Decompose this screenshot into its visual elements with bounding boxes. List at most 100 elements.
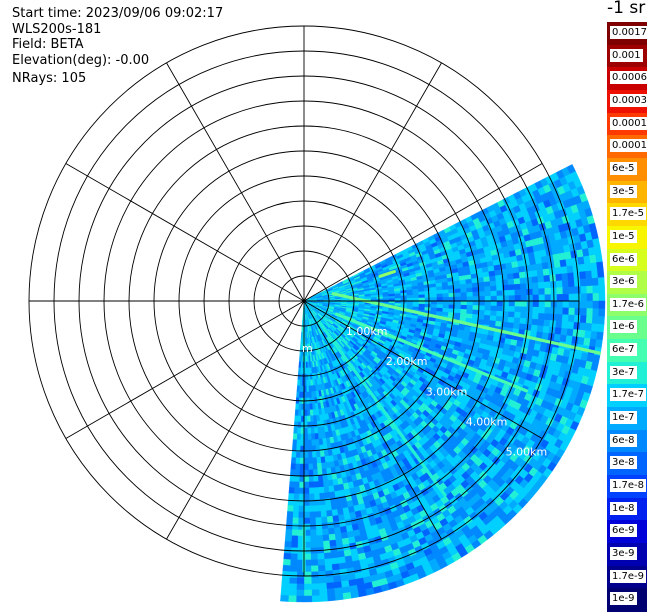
sector-cell [304, 452, 308, 458]
sector-cell [312, 596, 320, 602]
sector-cell [298, 368, 300, 374]
sector-cell [286, 529, 292, 535]
sector-cell [443, 305, 449, 309]
sector-cell [519, 324, 526, 330]
sector-cell [289, 487, 294, 493]
sector-cell [311, 578, 319, 584]
sector-cell [531, 270, 538, 277]
sector-cell [460, 280, 466, 285]
sector-cell [586, 316, 592, 324]
sector-cell [599, 285, 605, 293]
sector-cell [290, 572, 297, 578]
sector-cell [579, 323, 586, 331]
sector-cell [521, 289, 527, 295]
sector-cell [596, 262, 603, 270]
field-text: Field: BETA [12, 37, 83, 52]
sector-cell [431, 294, 437, 298]
sector-cell [306, 380, 308, 386]
sector-cell [597, 324, 604, 332]
sector-cell [515, 295, 521, 301]
colorbar-unit-label: -1 sr [607, 0, 645, 18]
sector-cell [298, 506, 304, 512]
sector-cell [297, 422, 300, 428]
sector-cell [413, 304, 419, 307]
sector-cell [296, 584, 304, 590]
sector-cell [295, 404, 298, 410]
sector-cell [383, 297, 389, 299]
sector-cell [285, 541, 292, 547]
sector-cell [293, 512, 299, 518]
sector-cell [472, 314, 478, 319]
sector-cell [513, 323, 520, 329]
sector-cell [557, 294, 563, 301]
sector-cell [299, 476, 304, 482]
sector-cell [304, 596, 312, 602]
sector-cell [321, 463, 326, 469]
colorbar-tick-label: 3e-9 [610, 547, 637, 560]
sector-cell [292, 524, 298, 530]
sector-cell [495, 275, 502, 281]
sector-cell [581, 308, 587, 316]
sector-cell [511, 261, 518, 268]
sector-cell [509, 295, 515, 301]
sector-cell [309, 488, 314, 494]
sector-cell [591, 270, 598, 278]
sector-cell [556, 321, 563, 328]
sector-cell [443, 308, 449, 312]
sector-cell [308, 452, 312, 458]
sector-cell [562, 315, 568, 322]
sector-cell [294, 482, 299, 488]
sector-cell [307, 404, 310, 410]
sector-cell [413, 292, 419, 295]
sector-cell [509, 301, 515, 307]
sector-cell [538, 319, 545, 326]
sector-cell [301, 428, 304, 434]
sector-cell [521, 301, 527, 307]
colorbar-tick-label: 6e-7 [610, 343, 637, 356]
sector-cell [287, 505, 293, 511]
sector-cell [544, 320, 551, 327]
range-ring-label: 2.00km [386, 355, 428, 368]
sector-cell [289, 584, 297, 590]
sector-cell [290, 469, 295, 475]
sector-cell [478, 287, 484, 292]
sector-cell [485, 306, 491, 311]
sector-cell [569, 294, 575, 301]
sector-cell [506, 268, 513, 274]
sector-cell [461, 292, 467, 296]
colorbar-tick-label: 1.7e-5 [610, 207, 646, 220]
sector-cell [304, 482, 309, 488]
sector-cell [310, 512, 316, 518]
sector-cell [311, 434, 315, 440]
sector-cell [314, 493, 320, 499]
colorbar-tick-label: 6e-5 [610, 162, 637, 175]
sector-cell [301, 422, 304, 428]
sector-cell [297, 572, 304, 578]
sector-cell [585, 323, 592, 331]
sector-cell [327, 594, 335, 601]
sector-cell [325, 504, 331, 511]
sector-cell [495, 270, 502, 276]
sector-cell [327, 516, 333, 523]
sector-cell [569, 308, 575, 315]
sector-cell [296, 392, 299, 398]
sector-cell [332, 570, 340, 577]
sector-cell [542, 332, 549, 339]
sector-cell [288, 596, 296, 602]
sector-cell [484, 286, 490, 291]
sector-cell [579, 264, 586, 272]
colorbar-tick-label: 6e-9 [610, 524, 637, 537]
sector-cell [585, 271, 592, 279]
sector-cell [473, 296, 479, 301]
instrument-text: WLS200s-181 [12, 22, 101, 37]
sector-cell [332, 515, 339, 522]
colorbar-tick-label: 3e-5 [610, 185, 637, 198]
sector-cell [300, 464, 304, 470]
sector-cell [413, 298, 419, 301]
colorbar-tick-label: 3e-6 [610, 275, 637, 288]
colorbar-tick-label: 1.7e-8 [610, 479, 646, 492]
sector-cell [455, 309, 461, 313]
azimuth-line [66, 164, 304, 302]
sector-cell [306, 386, 309, 392]
